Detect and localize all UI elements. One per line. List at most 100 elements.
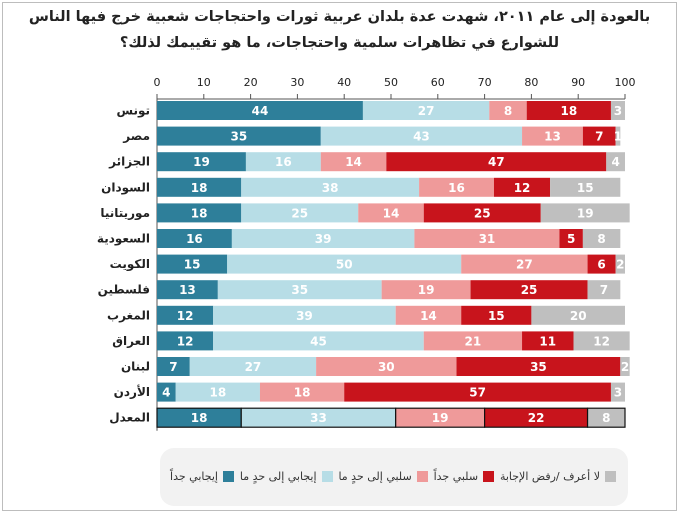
bar-segment	[582, 126, 616, 146]
category-label: العراق	[112, 334, 150, 348]
bar-segment	[559, 229, 583, 248]
x-tick-label: 100	[615, 76, 636, 89]
bar-segment	[320, 126, 523, 146]
bar-segment	[526, 101, 611, 120]
data-label: 12	[177, 309, 194, 323]
legend-label: إيجابي جداً	[170, 470, 218, 483]
legend-items: إيجابي جداً إيجابي إلى حدٍ ما سلبي إلى حدٍ…	[170, 470, 616, 483]
chart-title: بالعودة إلى عام ٢٠١١، شهدت عدة بلدان عرب…	[28, 9, 651, 51]
x-tick-label: 30	[290, 76, 304, 89]
bar-segment	[241, 203, 359, 223]
bar-segment	[395, 305, 462, 325]
legend-swatch	[605, 471, 616, 482]
data-label: 8	[597, 232, 605, 246]
bar-segment	[157, 177, 242, 197]
bar-segment	[573, 331, 630, 351]
bar-segment	[587, 280, 621, 300]
bar-segment	[470, 280, 588, 300]
data-label: 27	[245, 360, 262, 374]
legend-item: إيجابي جداً	[170, 470, 234, 483]
data-label: 16	[448, 181, 465, 195]
x-tick-label: 0	[154, 76, 161, 89]
bar-segment	[362, 101, 490, 120]
data-label: 19	[193, 155, 210, 169]
bar-segment	[175, 382, 260, 402]
category-label: السودان	[101, 180, 150, 195]
bar-segment	[157, 382, 176, 402]
data-label: 19	[432, 411, 449, 425]
legend-swatch	[416, 471, 428, 482]
legend-swatch	[222, 471, 234, 482]
bar-segment	[610, 382, 625, 402]
data-label: 30	[378, 360, 395, 374]
bar-segment	[320, 152, 387, 172]
bar-segment	[615, 126, 621, 146]
legend-swatch	[321, 471, 333, 482]
bar-segment	[157, 331, 214, 351]
data-label: 14	[383, 206, 400, 220]
category-label: المعدل	[109, 411, 150, 425]
data-label: 7	[595, 130, 603, 144]
category-label: لبنان	[121, 360, 150, 374]
bar-segment	[615, 254, 625, 274]
data-label: 6	[597, 258, 605, 272]
data-label: 18	[191, 411, 208, 425]
category-label: المغرب	[107, 308, 150, 322]
x-tick-label: 10	[197, 76, 211, 89]
data-label: 15	[577, 181, 594, 195]
data-label: 22	[528, 411, 545, 425]
bar-segment	[587, 254, 616, 274]
legend-item: سلبي إلى حدٍ ما	[338, 470, 428, 483]
data-label: 14	[345, 155, 362, 169]
x-tick-label: 40	[337, 76, 351, 89]
data-label: 4	[611, 155, 619, 169]
bar-segment	[157, 126, 321, 146]
data-label: 19	[577, 206, 594, 220]
bar-segment	[461, 305, 532, 325]
data-label: 2	[616, 258, 624, 272]
bar-segment	[358, 203, 424, 223]
data-label: 20	[570, 309, 587, 323]
data-label: 44	[252, 104, 269, 118]
bar-segment	[189, 357, 317, 376]
data-label: 16	[275, 155, 292, 169]
data-label: 19	[418, 283, 435, 297]
bar-segment	[586, 407, 626, 428]
data-label: 35	[291, 283, 308, 297]
category-label: مصر	[122, 129, 150, 143]
data-label: 31	[479, 232, 496, 246]
category-label: فلسطين	[98, 283, 150, 297]
data-label: 39	[296, 309, 313, 323]
bar-segment	[610, 101, 625, 120]
category-label: الأردن	[114, 384, 150, 399]
data-label: 11	[539, 334, 556, 348]
data-label: 16	[186, 232, 203, 246]
data-label: 27	[418, 104, 435, 118]
data-label: 21	[465, 334, 482, 348]
bar-segment	[550, 177, 621, 197]
bar-segment	[456, 357, 621, 376]
data-label: 12	[593, 334, 610, 348]
data-label: 27	[516, 258, 533, 272]
data-label: 25	[291, 206, 308, 220]
bar-segment	[606, 152, 625, 172]
data-label: 14	[420, 309, 437, 323]
legend-swatch	[483, 471, 495, 482]
x-tick-label: 20	[244, 76, 258, 89]
bar-segment	[213, 331, 424, 351]
bar-segment	[241, 177, 420, 197]
bar-segment	[531, 305, 625, 325]
data-label: 57	[469, 386, 486, 400]
data-label: 13	[179, 283, 196, 297]
bar-segment	[157, 101, 363, 120]
data-label: 1	[614, 130, 622, 144]
legend-item: سلبي جداً	[434, 470, 495, 483]
legend-label: سلبي إلى حدٍ ما	[338, 470, 412, 483]
bar-segment	[157, 280, 218, 300]
bar-segment	[217, 280, 382, 300]
bar-segment	[414, 229, 560, 248]
bar-segment	[582, 229, 621, 248]
bar-segment	[259, 382, 345, 402]
data-label: 18	[294, 386, 311, 400]
bar-segment	[157, 203, 242, 223]
